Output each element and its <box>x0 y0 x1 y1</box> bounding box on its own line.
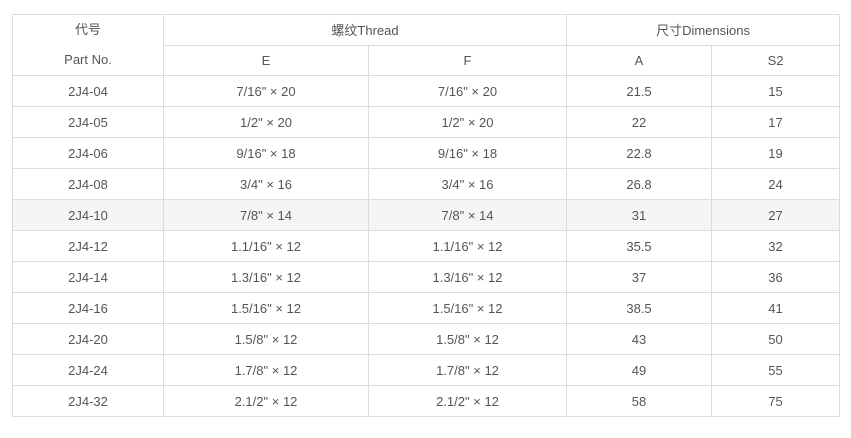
dim-a-cell: 58 <box>566 385 713 417</box>
part-no-cell: 2J4-04 <box>12 75 164 107</box>
dim-s2-cell: 36 <box>711 261 841 293</box>
part-no-cell: 2J4-14 <box>12 261 164 293</box>
thread-f-cell: 1.1/16" × 12 <box>367 230 568 262</box>
header-col-f: F <box>367 44 568 76</box>
thread-e-cell: 1.1/16" × 12 <box>163 230 369 262</box>
thread-f-cell: 1/2" × 20 <box>367 106 568 138</box>
table-row: 2J4-10 7/8" × 14 7/8" × 14 31 27 <box>12 199 841 231</box>
table-row: 2J4-14 1.3/16" × 12 1.3/16" × 12 37 36 <box>12 261 841 293</box>
thread-e-cell: 7/8" × 14 <box>163 199 369 231</box>
part-no-cell: 2J4-10 <box>12 199 164 231</box>
thread-e-cell: 3/4" × 16 <box>163 168 369 200</box>
dim-a-cell: 49 <box>566 354 713 386</box>
part-no-cell: 2J4-06 <box>12 137 164 169</box>
dim-s2-cell: 75 <box>711 385 841 417</box>
dim-a-cell: 26.8 <box>566 168 713 200</box>
thread-f-cell: 1.3/16" × 12 <box>367 261 568 293</box>
spec-table: 代号 Part No. 螺纹Thread 尺寸Dimensions E F A … <box>12 14 841 417</box>
thread-f-cell: 1.7/8" × 12 <box>367 354 568 386</box>
table-body: 2J4-04 7/16" × 20 7/16" × 20 21.5 15 2J4… <box>12 75 841 417</box>
dim-a-cell: 43 <box>566 323 713 355</box>
header-row-columns: E F A S2 <box>13 44 841 76</box>
thread-e-cell: 7/16" × 20 <box>163 75 369 107</box>
thread-f-cell: 3/4" × 16 <box>367 168 568 200</box>
table-row: 2J4-05 1/2" × 20 1/2" × 20 22 17 <box>12 106 841 138</box>
thread-f-cell: 2.1/2" × 12 <box>367 385 568 417</box>
dim-a-cell: 35.5 <box>566 230 713 262</box>
dim-a-cell: 22 <box>566 106 713 138</box>
dim-s2-cell: 27 <box>711 199 841 231</box>
dim-s2-cell: 55 <box>711 354 841 386</box>
header-dimensions-group: 尺寸Dimensions <box>566 14 841 46</box>
header-part-no: 代号 Part No. <box>12 14 164 76</box>
part-no-cell: 2J4-20 <box>12 323 164 355</box>
thread-e-cell: 1.3/16" × 12 <box>163 261 369 293</box>
part-no-cell: 2J4-32 <box>12 385 164 417</box>
table-row: 2J4-06 9/16" × 18 9/16" × 18 22.8 19 <box>12 137 841 169</box>
dim-a-cell: 22.8 <box>566 137 713 169</box>
part-no-cell: 2J4-24 <box>12 354 164 386</box>
dim-a-cell: 38.5 <box>566 292 713 324</box>
header-part-no-zh: 代号 <box>74 22 101 37</box>
part-no-cell: 2J4-05 <box>12 106 164 138</box>
dim-s2-cell: 19 <box>711 137 841 169</box>
table-row: 2J4-08 3/4" × 16 3/4" × 16 26.8 24 <box>12 168 841 200</box>
thread-f-cell: 7/8" × 14 <box>367 199 568 231</box>
table-header: 代号 Part No. 螺纹Thread 尺寸Dimensions E F A … <box>12 14 841 76</box>
dim-a-cell: 37 <box>566 261 713 293</box>
thread-f-cell: 1.5/16" × 12 <box>367 292 568 324</box>
header-row-groups: 代号 Part No. 螺纹Thread 尺寸Dimensions <box>12 14 841 76</box>
dim-s2-cell: 50 <box>711 323 841 355</box>
header-part-no-en: Part No. <box>64 52 112 67</box>
header-col-e: E <box>163 44 369 76</box>
dim-s2-cell: 41 <box>711 292 841 324</box>
thread-e-cell: 2.1/2" × 12 <box>163 385 369 417</box>
thread-e-cell: 1.5/8" × 12 <box>163 323 369 355</box>
thread-e-cell: 1.5/16" × 12 <box>163 292 369 324</box>
part-no-cell: 2J4-16 <box>12 292 164 324</box>
table-row: 2J4-24 1.7/8" × 12 1.7/8" × 12 49 55 <box>12 354 841 386</box>
dim-s2-cell: 15 <box>711 75 841 107</box>
header-thread-group: 螺纹Thread <box>162 14 568 46</box>
dim-s2-cell: 24 <box>711 168 841 200</box>
thread-e-cell: 9/16" × 18 <box>163 137 369 169</box>
part-no-cell: 2J4-12 <box>12 230 164 262</box>
table-row: 2J4-32 2.1/2" × 12 2.1/2" × 12 58 75 <box>12 385 841 417</box>
part-no-cell: 2J4-08 <box>12 168 164 200</box>
thread-e-cell: 1/2" × 20 <box>163 106 369 138</box>
dim-s2-cell: 32 <box>711 230 841 262</box>
thread-f-cell: 1.5/8" × 12 <box>367 323 568 355</box>
thread-f-cell: 9/16" × 18 <box>367 137 568 169</box>
dim-s2-cell: 17 <box>711 106 841 138</box>
thread-e-cell: 1.7/8" × 12 <box>163 354 369 386</box>
table-row: 2J4-12 1.1/16" × 12 1.1/16" × 12 35.5 32 <box>12 230 841 262</box>
header-col-s2: S2 <box>711 44 841 76</box>
thread-f-cell: 7/16" × 20 <box>367 75 568 107</box>
header-col-a: A <box>566 44 713 76</box>
table-row: 2J4-20 1.5/8" × 12 1.5/8" × 12 43 50 <box>12 323 841 355</box>
dim-a-cell: 31 <box>566 199 713 231</box>
table-row: 2J4-04 7/16" × 20 7/16" × 20 21.5 15 <box>12 75 841 107</box>
dim-a-cell: 21.5 <box>566 75 713 107</box>
table-row: 2J4-16 1.5/16" × 12 1.5/16" × 12 38.5 41 <box>12 292 841 324</box>
